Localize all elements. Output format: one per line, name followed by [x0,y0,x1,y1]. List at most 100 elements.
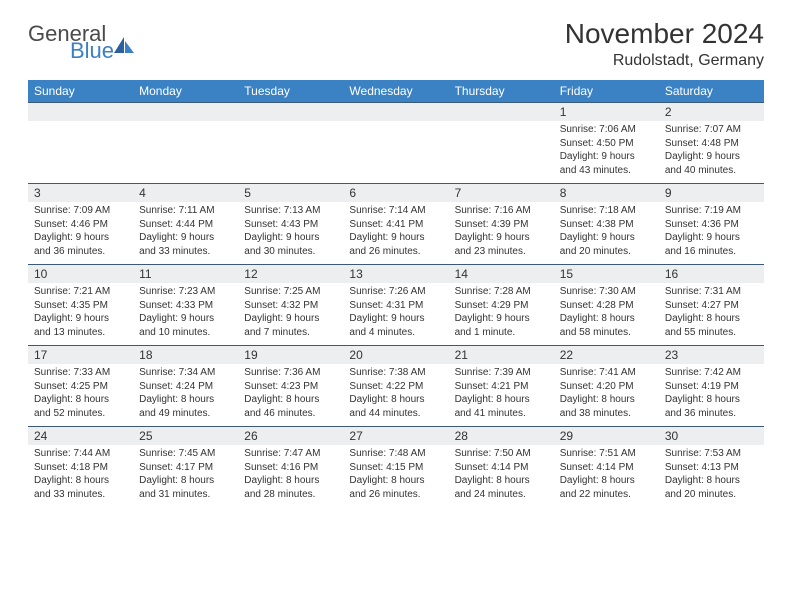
day-content: Sunrise: 7:30 AMSunset: 4:28 PMDaylight:… [554,283,659,345]
week-row: 17Sunrise: 7:33 AMSunset: 4:25 PMDayligh… [28,346,764,427]
day-number: 15 [554,265,659,283]
week-row: 1Sunrise: 7:06 AMSunset: 4:50 PMDaylight… [28,103,764,184]
sunset-text: Sunset: 4:27 PM [665,299,758,313]
daylight-text: Daylight: 8 hours and 22 minutes. [560,474,653,501]
daylight-text: Daylight: 9 hours and 13 minutes. [34,312,127,339]
sunset-text: Sunset: 4:24 PM [139,380,232,394]
sunset-text: Sunset: 4:46 PM [34,218,127,232]
day-content: Sunrise: 7:11 AMSunset: 4:44 PMDaylight:… [133,202,238,264]
sunset-text: Sunset: 4:32 PM [244,299,337,313]
day-content: Sunrise: 7:33 AMSunset: 4:25 PMDaylight:… [28,364,133,426]
daylight-text: Daylight: 9 hours and 30 minutes. [244,231,337,258]
day-cell: 28Sunrise: 7:50 AMSunset: 4:14 PMDayligh… [449,427,554,508]
day-cell: 20Sunrise: 7:38 AMSunset: 4:22 PMDayligh… [343,346,448,427]
day-cell: 19Sunrise: 7:36 AMSunset: 4:23 PMDayligh… [238,346,343,427]
day-cell: 21Sunrise: 7:39 AMSunset: 4:21 PMDayligh… [449,346,554,427]
header: General Blue November 2024 Rudolstadt, G… [28,18,764,70]
day-number: 22 [554,346,659,364]
day-cell: 13Sunrise: 7:26 AMSunset: 4:31 PMDayligh… [343,265,448,346]
daylight-text: Daylight: 9 hours and 20 minutes. [560,231,653,258]
sunrise-text: Sunrise: 7:47 AM [244,447,337,461]
day-number: 2 [659,103,764,121]
month-title: November 2024 [565,18,764,50]
day-cell: 11Sunrise: 7:23 AMSunset: 4:33 PMDayligh… [133,265,238,346]
day-cell: 24Sunrise: 7:44 AMSunset: 4:18 PMDayligh… [28,427,133,508]
day-cell: 16Sunrise: 7:31 AMSunset: 4:27 PMDayligh… [659,265,764,346]
sunset-text: Sunset: 4:43 PM [244,218,337,232]
day-content [343,121,448,179]
day-number: 21 [449,346,554,364]
day-number: 5 [238,184,343,202]
day-cell [133,103,238,184]
day-content: Sunrise: 7:34 AMSunset: 4:24 PMDaylight:… [133,364,238,426]
day-number: 7 [449,184,554,202]
day-number: 3 [28,184,133,202]
weekday-header: Tuesday [238,80,343,103]
daylight-text: Daylight: 9 hours and 7 minutes. [244,312,337,339]
sunset-text: Sunset: 4:36 PM [665,218,758,232]
sunset-text: Sunset: 4:39 PM [455,218,548,232]
day-number [343,103,448,121]
sunset-text: Sunset: 4:33 PM [139,299,232,313]
day-content [449,121,554,179]
day-content: Sunrise: 7:53 AMSunset: 4:13 PMDaylight:… [659,445,764,507]
day-content: Sunrise: 7:51 AMSunset: 4:14 PMDaylight:… [554,445,659,507]
weekday-header: Thursday [449,80,554,103]
day-number: 30 [659,427,764,445]
day-cell: 8Sunrise: 7:18 AMSunset: 4:38 PMDaylight… [554,184,659,265]
sunrise-text: Sunrise: 7:36 AM [244,366,337,380]
sunset-text: Sunset: 4:48 PM [665,137,758,151]
day-number: 12 [238,265,343,283]
day-number: 28 [449,427,554,445]
day-cell [449,103,554,184]
day-content: Sunrise: 7:14 AMSunset: 4:41 PMDaylight:… [343,202,448,264]
day-content: Sunrise: 7:23 AMSunset: 4:33 PMDaylight:… [133,283,238,345]
sunrise-text: Sunrise: 7:14 AM [349,204,442,218]
daylight-text: Daylight: 8 hours and 44 minutes. [349,393,442,420]
day-content: Sunrise: 7:42 AMSunset: 4:19 PMDaylight:… [659,364,764,426]
day-cell: 6Sunrise: 7:14 AMSunset: 4:41 PMDaylight… [343,184,448,265]
sunset-text: Sunset: 4:41 PM [349,218,442,232]
sunset-text: Sunset: 4:19 PM [665,380,758,394]
sunset-text: Sunset: 4:35 PM [34,299,127,313]
sunrise-text: Sunrise: 7:26 AM [349,285,442,299]
sunrise-text: Sunrise: 7:51 AM [560,447,653,461]
day-cell: 25Sunrise: 7:45 AMSunset: 4:17 PMDayligh… [133,427,238,508]
daylight-text: Daylight: 8 hours and 24 minutes. [455,474,548,501]
day-number: 16 [659,265,764,283]
day-cell [238,103,343,184]
day-number: 27 [343,427,448,445]
day-content: Sunrise: 7:16 AMSunset: 4:39 PMDaylight:… [449,202,554,264]
sunrise-text: Sunrise: 7:07 AM [665,123,758,137]
sunrise-text: Sunrise: 7:28 AM [455,285,548,299]
sunset-text: Sunset: 4:18 PM [34,461,127,475]
sunset-text: Sunset: 4:25 PM [34,380,127,394]
daylight-text: Daylight: 8 hours and 52 minutes. [34,393,127,420]
sunrise-text: Sunrise: 7:19 AM [665,204,758,218]
weekday-header: Monday [133,80,238,103]
weekday-header: Saturday [659,80,764,103]
logo: General Blue [28,18,136,62]
daylight-text: Daylight: 8 hours and 49 minutes. [139,393,232,420]
logo-text: General Blue [28,24,114,62]
daylight-text: Daylight: 8 hours and 28 minutes. [244,474,337,501]
location: Rudolstadt, Germany [565,52,764,70]
day-cell: 29Sunrise: 7:51 AMSunset: 4:14 PMDayligh… [554,427,659,508]
daylight-text: Daylight: 8 hours and 41 minutes. [455,393,548,420]
day-cell: 15Sunrise: 7:30 AMSunset: 4:28 PMDayligh… [554,265,659,346]
day-number: 9 [659,184,764,202]
day-number [238,103,343,121]
day-number: 11 [133,265,238,283]
day-number: 4 [133,184,238,202]
day-number [449,103,554,121]
day-number: 26 [238,427,343,445]
sunset-text: Sunset: 4:17 PM [139,461,232,475]
sunrise-text: Sunrise: 7:13 AM [244,204,337,218]
day-cell: 23Sunrise: 7:42 AMSunset: 4:19 PMDayligh… [659,346,764,427]
daylight-text: Daylight: 8 hours and 36 minutes. [665,393,758,420]
sunrise-text: Sunrise: 7:23 AM [139,285,232,299]
day-content: Sunrise: 7:25 AMSunset: 4:32 PMDaylight:… [238,283,343,345]
daylight-text: Daylight: 9 hours and 36 minutes. [34,231,127,258]
daylight-text: Daylight: 8 hours and 26 minutes. [349,474,442,501]
day-cell: 26Sunrise: 7:47 AMSunset: 4:16 PMDayligh… [238,427,343,508]
